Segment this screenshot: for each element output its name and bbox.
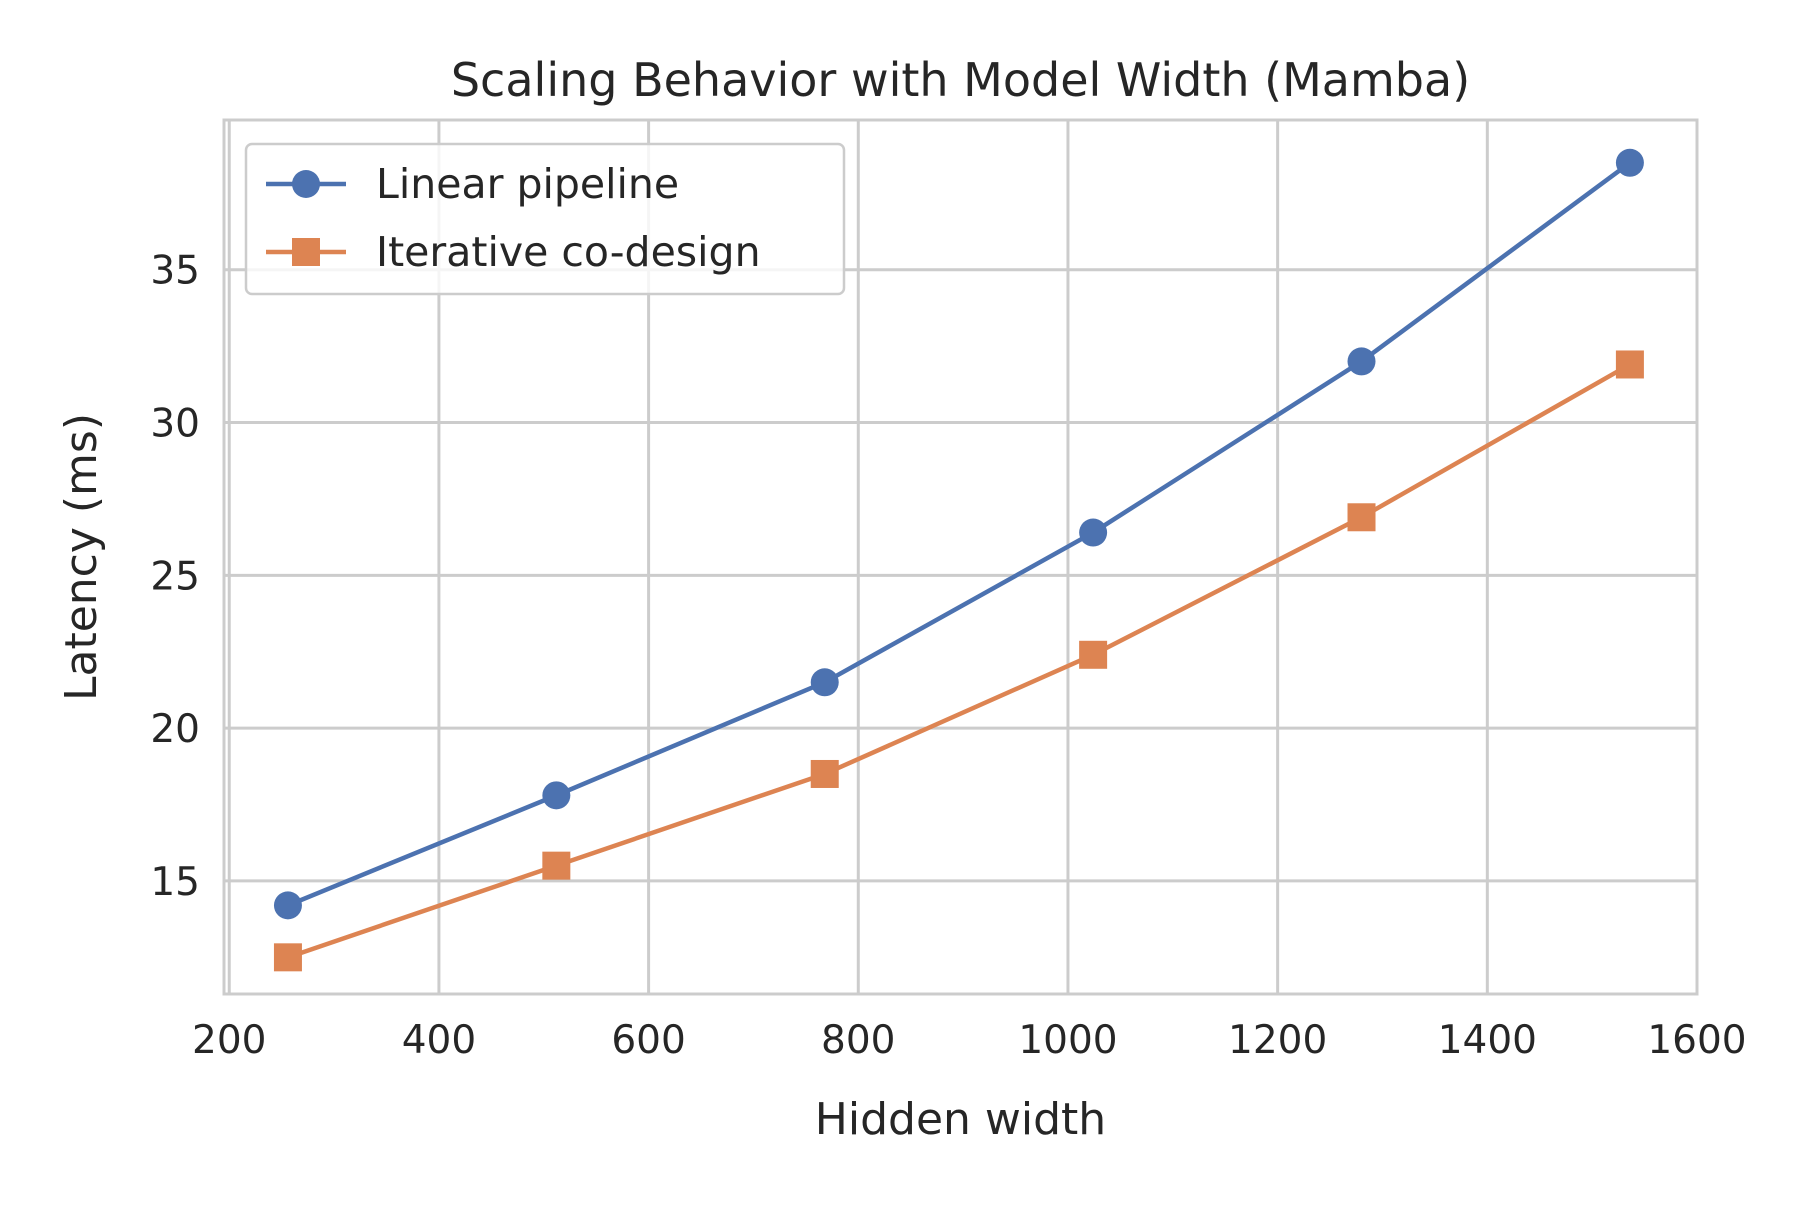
data-point [1347,347,1376,376]
x-tick-label: 800 [821,1018,895,1063]
x-tick-label: 400 [402,1018,476,1063]
legend-box [244,142,846,296]
y-tick-label: 30 [150,402,200,447]
legend: Linear pipeline Iterative co-design [244,142,846,296]
data-point [542,851,571,880]
x-axis-label: Hidden width [815,1094,1106,1145]
x-tick-label: 1200 [1228,1018,1327,1063]
series-line [287,160,1632,908]
legend-item: Linear pipeline [266,160,679,208]
x-tick-label: 1000 [1018,1018,1117,1063]
tick-labels: 200 400 600 800 1000 1200 1400 1600 15 20 25 30 35 [150,249,1746,1063]
legend-marker [292,238,320,266]
y-axis-label: Latency (ms) [56,413,107,701]
legend-marker [292,170,320,198]
y-tick-label: 35 [150,249,200,294]
data-point [1079,518,1108,547]
series-line [287,362,1632,960]
data-point [810,668,839,697]
data-point [1347,503,1376,532]
x-tick-label: 1400 [1438,1018,1537,1063]
data-point [1615,350,1644,379]
x-tick-label: 1600 [1647,1018,1746,1063]
data-point [810,759,839,788]
series-2 [273,350,1644,972]
legend-label: Iterative co-design [376,228,761,276]
legend-label: Linear pipeline [376,160,679,208]
data-point [1079,640,1108,669]
data-point [273,891,302,920]
series-1 [273,148,1644,920]
chart-title: Scaling Behavior with Model Width (Mamba… [451,53,1470,107]
y-tick-label: 20 [150,707,200,752]
legend-item: Iterative co-design [266,228,761,276]
y-tick-label: 25 [150,554,200,599]
data-point [1615,148,1644,177]
y-tick-label: 15 [150,860,200,905]
data-point [542,781,571,810]
series-layer [273,148,1644,972]
data-point [273,943,302,972]
x-tick-label: 600 [611,1018,685,1063]
plot-frame [222,118,1699,996]
x-tick-label: 200 [192,1018,266,1063]
